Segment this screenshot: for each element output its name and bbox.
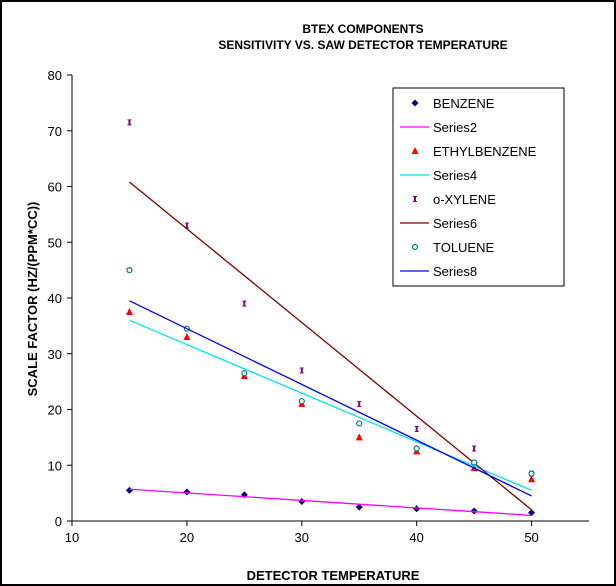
y-axis-label: SCALE FACTOR (HZ/(PPM*CC)): [25, 202, 40, 397]
legend-label: TOLUENE: [433, 240, 494, 255]
y-tick-label: 80: [48, 68, 62, 83]
legend-swatch: [413, 245, 418, 250]
y-tick-label: 30: [48, 347, 62, 362]
x-tick-label: 40: [409, 530, 423, 545]
x-tick-label: 20: [180, 530, 194, 545]
legend-label: Series6: [433, 216, 477, 231]
legend-label: ETHYLBENZENE: [433, 144, 537, 159]
data-point: [472, 460, 477, 465]
y-tick-label: 10: [48, 458, 62, 473]
data-point: [529, 471, 534, 476]
chart-subtitle: SENSITIVITY VS. SAW DETECTOR TEMPERATURE: [218, 38, 507, 52]
data-point: [242, 371, 247, 376]
legend-label: o-XYLENE: [433, 192, 496, 207]
y-tick-label: 60: [48, 180, 62, 195]
x-tick-label: 10: [65, 530, 79, 545]
data-point: [127, 268, 132, 273]
x-tick-label: 50: [524, 530, 538, 545]
legend-box: [393, 88, 564, 286]
legend: BENZENE Series2 ETHYLBENZENE Series4 o-XYLEN…: [393, 88, 564, 286]
data-point: [357, 421, 362, 426]
data-point: [299, 399, 304, 404]
legend-label: BENZENE: [433, 96, 495, 111]
x-axis-label: DETECTOR TEMPERATURE: [247, 568, 420, 583]
chart-title: BTEX COMPONENTS: [302, 22, 423, 36]
y-tick-label: 0: [55, 514, 62, 529]
legend-label: Series4: [433, 168, 477, 183]
legend-label: Series2: [433, 120, 477, 135]
y-tick-label: 70: [48, 124, 62, 139]
x-tick-label: 30: [295, 530, 309, 545]
y-tick-label: 20: [48, 403, 62, 418]
data-point: [414, 446, 419, 451]
y-tick-label: 40: [48, 291, 62, 306]
legend-label: Series8: [433, 264, 477, 279]
y-tick-label: 50: [48, 235, 62, 250]
